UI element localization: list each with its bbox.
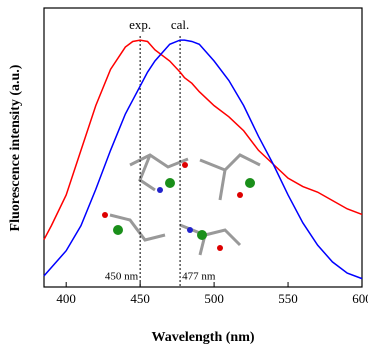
atom xyxy=(237,192,243,198)
atom xyxy=(187,227,193,233)
x-axis-label: Wavelength (nm) xyxy=(151,330,254,345)
x-tick-label: 400 xyxy=(56,291,76,306)
chart: Wavelength (nm) Fluorescence intensity (… xyxy=(0,0,368,350)
x-tick-label: 450 xyxy=(130,291,150,306)
molecule-inset xyxy=(102,155,260,255)
x-tick-label: 500 xyxy=(204,291,224,306)
atom xyxy=(102,212,108,218)
atom xyxy=(197,230,207,240)
x-tick-label: 550 xyxy=(278,291,298,306)
marker-label: 477 nm xyxy=(182,271,216,283)
atom xyxy=(157,187,163,193)
atom xyxy=(113,225,123,235)
x-tick-label: 600 xyxy=(352,291,368,306)
y-axis-label: Fluorescence intensity (a.u.) xyxy=(8,64,23,231)
series-label: cal. xyxy=(171,17,189,32)
atom xyxy=(245,178,255,188)
molecule-bonds xyxy=(110,155,260,255)
atom xyxy=(182,162,188,168)
atom xyxy=(165,178,175,188)
series-label: exp. xyxy=(129,17,151,32)
line-series xyxy=(44,40,362,239)
atom xyxy=(217,245,223,251)
marker-label: 450 nm xyxy=(105,271,139,283)
